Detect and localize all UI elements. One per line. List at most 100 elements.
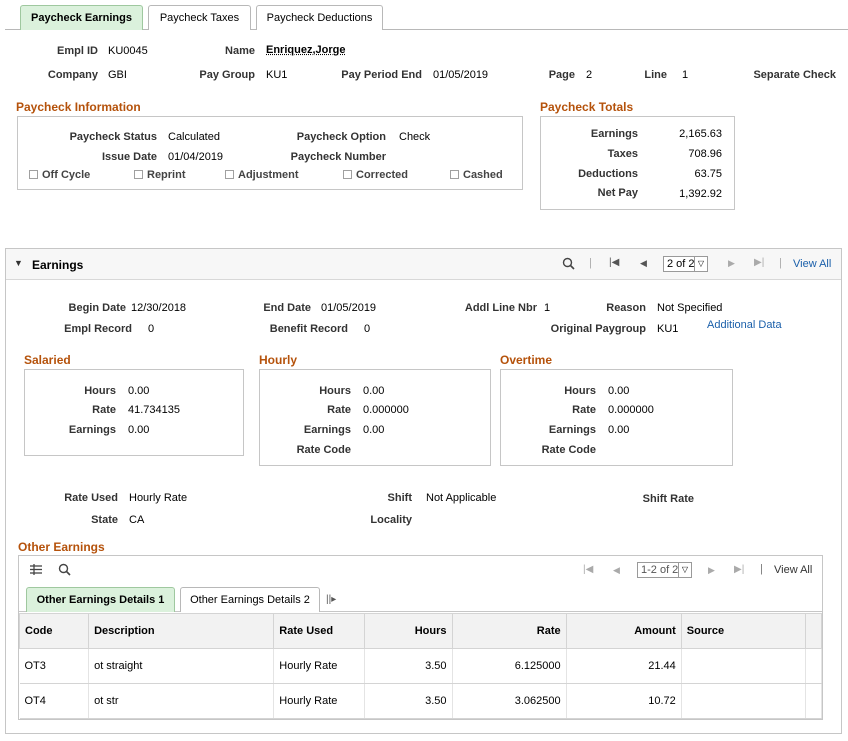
- cell-rate-used: Hourly Rate: [273, 683, 366, 719]
- totals-deductions-value: 63.75: [694, 168, 722, 180]
- earnings-pager-select[interactable]: 2 of 2 ▽: [663, 256, 708, 272]
- cashed-label: Cashed: [463, 169, 503, 181]
- earnings-pager-value: 2 of 2: [667, 258, 695, 270]
- overtime-title: Overtime: [500, 353, 553, 367]
- reprint-checkbox[interactable]: [134, 170, 143, 179]
- overtime-rate-value: 0.000000: [608, 404, 654, 416]
- column-header-rate[interactable]: Rate: [451, 613, 567, 649]
- tab-paycheck-deductions[interactable]: Paycheck Deductions: [256, 5, 383, 30]
- cell-rate: 6.125000: [452, 648, 567, 684]
- additional-data-link[interactable]: Additional Data: [707, 319, 782, 331]
- paycheck-number-label: Paycheck Number: [290, 151, 386, 163]
- grid-pager-select[interactable]: 1-2 of 2 ▽: [637, 562, 692, 578]
- tab-paycheck-taxes[interactable]: Paycheck Taxes: [148, 5, 251, 30]
- salaried-rate-label: Rate: [92, 404, 116, 416]
- issue-date-label: Issue Date: [101, 151, 157, 163]
- first-page-icon[interactable]: |◀: [609, 257, 620, 268]
- salaried-rate-value: 41.734135: [128, 404, 180, 416]
- overtime-earnings-label: Earnings: [548, 424, 596, 436]
- off-cycle-label: Off Cycle: [42, 169, 91, 181]
- hourly-rate-value: 0.000000: [363, 404, 409, 416]
- line-value: 1: [682, 69, 689, 81]
- grid-search-icon[interactable]: [58, 563, 71, 576]
- corrected-checkbox[interactable]: [343, 170, 352, 179]
- grid-pager-value: 1-2 of 2: [641, 564, 679, 576]
- paycheck-status-value: Calculated: [168, 131, 220, 143]
- separator-icon: |: [589, 257, 592, 269]
- cell-hours: 3.50: [364, 648, 453, 684]
- grid-last-page-icon[interactable]: ▶|: [734, 564, 745, 575]
- hourly-hours-value: 0.00: [363, 385, 385, 397]
- last-page-icon[interactable]: ▶|: [754, 257, 765, 268]
- cashed-checkbox[interactable]: [450, 170, 459, 179]
- earnings-view-all-link[interactable]: View All: [793, 258, 832, 270]
- tab-other-earnings-details-1[interactable]: Other Earnings Details 1: [26, 587, 175, 612]
- collapse-triangle-icon[interactable]: ▼: [14, 258, 23, 268]
- separate-check-label: Separate Check: [753, 69, 836, 81]
- cell-spacer: [805, 648, 823, 684]
- cell-amount: 21.44: [566, 648, 682, 684]
- column-header-rate-used[interactable]: Rate Used: [273, 613, 366, 649]
- earnings-header-bar[interactable]: [6, 249, 841, 280]
- other-earnings-title: Other Earnings: [18, 540, 105, 554]
- shift-label: Shift: [387, 492, 412, 504]
- cell-rate-used: Hourly Rate: [273, 648, 366, 684]
- end-date-value: 01/05/2019: [321, 302, 377, 314]
- totals-taxes-value: 708.96: [688, 148, 722, 160]
- end-date-label: End Date: [263, 302, 311, 314]
- adjustment-checkbox[interactable]: [225, 170, 234, 179]
- column-header-hours[interactable]: Hours: [364, 613, 453, 649]
- hourly-box: [259, 369, 491, 466]
- totals-earnings-label: Earnings: [590, 128, 638, 140]
- cell-description: ot str: [88, 683, 275, 719]
- totals-net-pay-value: 1,392.92: [679, 188, 722, 200]
- grid-next-page-icon[interactable]: ▶: [708, 565, 715, 575]
- overtime-hours-value: 0.00: [608, 385, 630, 397]
- empl-record-label: Empl Record: [64, 323, 132, 335]
- next-page-icon[interactable]: ▶: [728, 258, 735, 268]
- column-header-source[interactable]: Source: [680, 613, 806, 649]
- salaried-earnings-value: 0.00: [128, 424, 150, 436]
- paycheck-option-value: Check: [399, 131, 431, 143]
- pay-period-end-label: Pay Period End: [341, 69, 422, 81]
- original-paygroup-value: KU1: [657, 323, 679, 335]
- begin-date-label: Begin Date: [68, 302, 126, 314]
- off-cycle-checkbox[interactable]: [29, 170, 38, 179]
- overtime-hours-label: Hours: [564, 385, 596, 397]
- salaried-hours-label: Hours: [84, 385, 116, 397]
- personalize-grid-icon[interactable]: [30, 564, 42, 575]
- tab-paycheck-earnings[interactable]: Paycheck Earnings: [20, 5, 143, 30]
- salaried-earnings-label: Earnings: [68, 424, 116, 436]
- shift-rate-label: Shift Rate: [642, 493, 694, 505]
- column-header-code[interactable]: Code: [18, 613, 90, 649]
- cell-amount: 10.72: [566, 683, 682, 719]
- column-header-amount[interactable]: Amount: [565, 613, 682, 649]
- benefit-record-label: Benefit Record: [269, 323, 348, 335]
- chevron-down-icon: ▽: [694, 257, 707, 271]
- earnings-section: [5, 248, 842, 734]
- cell-source: [681, 648, 806, 684]
- salaried-box: [24, 369, 244, 456]
- previous-page-icon[interactable]: ◀: [640, 258, 647, 268]
- grid-view-all-link[interactable]: View All: [774, 564, 813, 576]
- totals-taxes-label: Taxes: [607, 148, 638, 160]
- show-all-columns-icon[interactable]: ||▸: [326, 594, 337, 605]
- grid-first-page-icon[interactable]: |◀: [583, 564, 594, 575]
- company-label: Company: [47, 69, 98, 81]
- hourly-earnings-value: 0.00: [363, 424, 385, 436]
- search-icon[interactable]: [562, 257, 575, 270]
- separator-icon: |: [760, 563, 763, 575]
- begin-date-value: 12/30/2018: [131, 302, 187, 314]
- table-header-row: Code Description Rate Used Hours Rate Am…: [18, 613, 823, 649]
- grid-previous-page-icon[interactable]: ◀: [613, 565, 620, 575]
- column-header-description[interactable]: Description: [88, 613, 275, 649]
- chevron-down-icon: ▽: [678, 563, 691, 577]
- tab-other-earnings-details-2[interactable]: Other Earnings Details 2: [180, 587, 320, 612]
- pay-group-label: Pay Group: [199, 69, 255, 81]
- shift-value: Not Applicable: [426, 492, 497, 504]
- cell-hours: 3.50: [364, 683, 453, 719]
- rate-used-label: Rate Used: [64, 492, 118, 504]
- paycheck-status-label: Paycheck Status: [69, 131, 157, 143]
- adjustment-label: Adjustment: [238, 169, 299, 181]
- empl-id-value: KU0045: [108, 45, 148, 57]
